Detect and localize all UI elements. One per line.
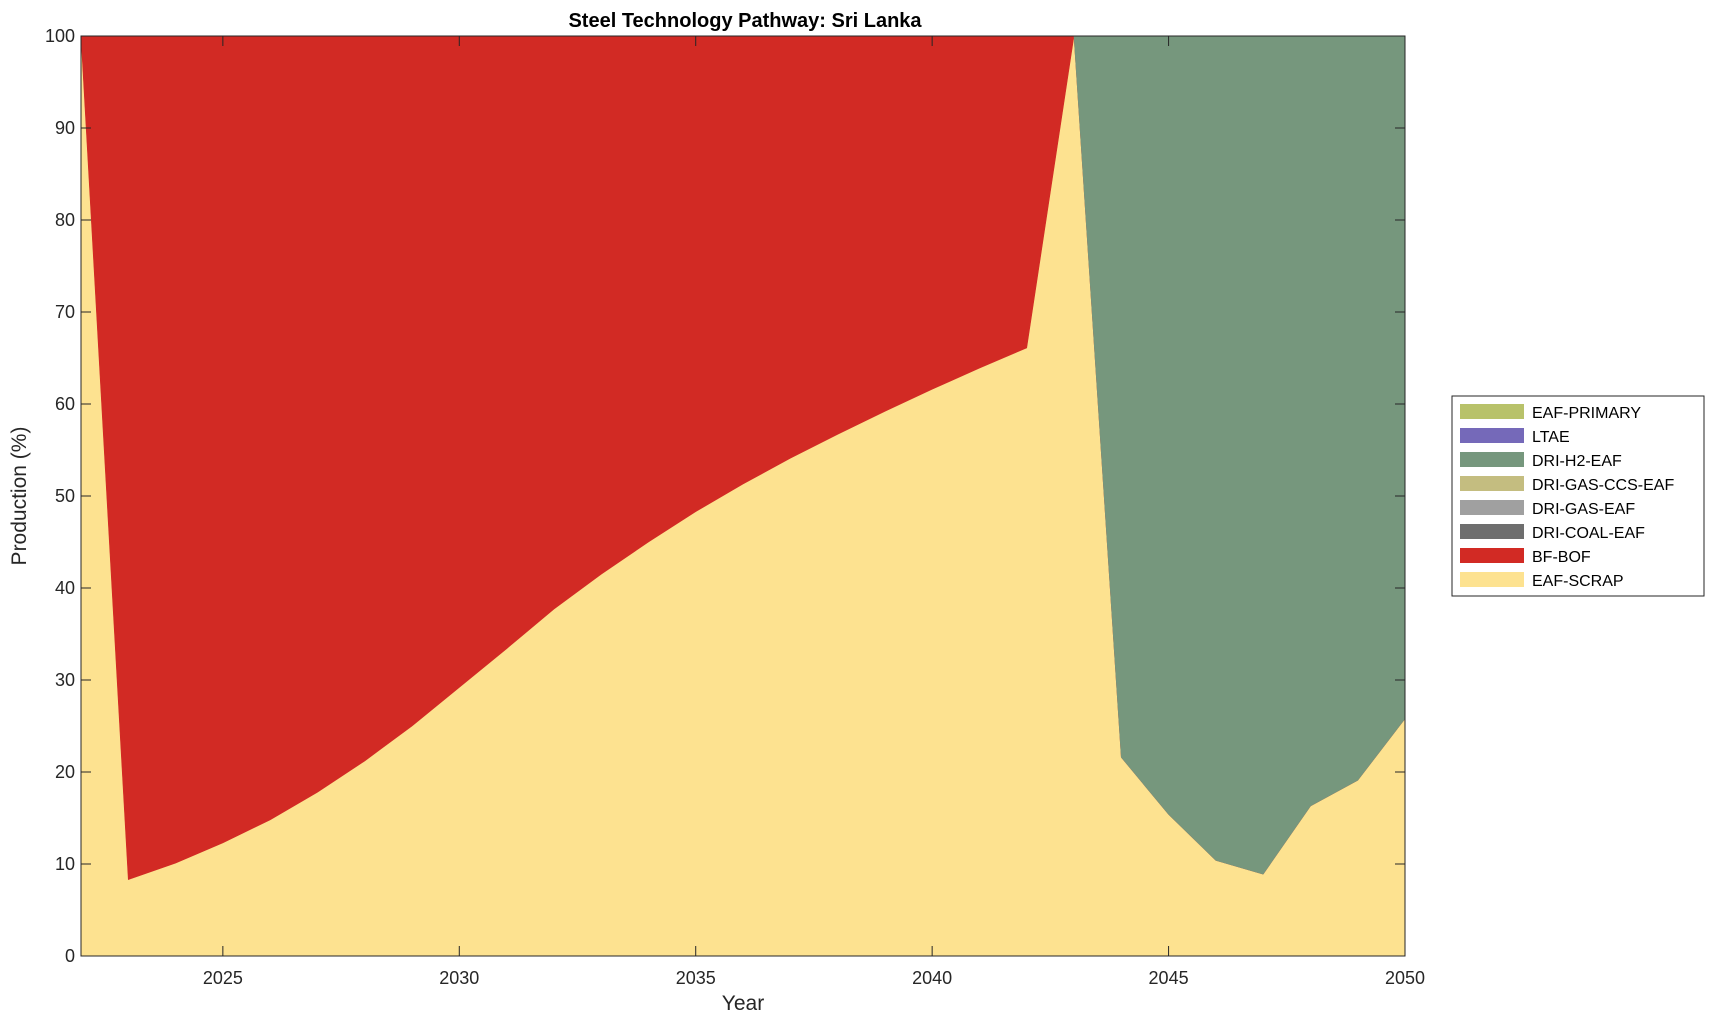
axes-group: 2025 2030 2035 2040 2045 20500102030405060708… (45, 26, 1425, 988)
x-tick-label-2025: 2025 (203, 968, 243, 988)
legend-label-eaf-scrap: EAF-SCRAP (1532, 573, 1624, 590)
legend-swatch-dri-gas-ccs-eaf (1460, 476, 1524, 491)
legend-label-bf-bof: BF-BOF (1532, 549, 1591, 566)
legend-swatch-ltae (1460, 428, 1524, 443)
y-tick-label-60: 60 (55, 394, 75, 414)
x-tick-label-2050: 2050 (1385, 968, 1425, 988)
y-tick-label-80: 80 (55, 210, 75, 230)
legend-label-ltae: LTAE (1532, 429, 1570, 446)
y-tick-label-20: 20 (55, 762, 75, 782)
x-tick-label-2040: 2040 (912, 968, 952, 988)
legend-label-dri-h2-eaf: DRI-H2-EAF (1532, 453, 1622, 470)
legend-label-dri-coal-eaf: DRI-COAL-EAF (1532, 525, 1645, 542)
y-tick-label-90: 90 (55, 118, 75, 138)
legend-label-dri-gas-ccs-eaf: DRI-GAS-CCS-EAF (1532, 477, 1674, 494)
x-axis-label: Year (722, 992, 764, 1015)
x-tick-label-2045: 2045 (1149, 968, 1189, 988)
legend-label-eaf-primary: EAF-PRIMARY (1532, 405, 1641, 422)
legend-swatch-dri-gas-eaf (1460, 500, 1524, 515)
y-axis-label: Production (%) (8, 427, 31, 566)
y-tick-label-0: 0 (65, 946, 75, 966)
legend-label-dri-gas-eaf: DRI-GAS-EAF (1532, 501, 1635, 518)
y-tick-label-50: 50 (55, 486, 75, 506)
legend-swatch-bf-bof (1460, 548, 1524, 563)
y-tick-label-100: 100 (45, 26, 75, 46)
y-tick-label-70: 70 (55, 302, 75, 322)
legend-swatch-eaf-primary (1460, 404, 1524, 419)
legend-swatch-dri-coal-eaf (1460, 524, 1524, 539)
y-tick-label-30: 30 (55, 670, 75, 690)
legend-swatch-eaf-scrap (1460, 572, 1524, 587)
area-series-group (80, 35, 1406, 957)
x-tick-label-2035: 2035 (676, 968, 716, 988)
legend-swatch-dri-h2-eaf (1460, 452, 1524, 467)
legend-box (1451, 395, 1705, 597)
chart-title: Steel Technology Pathway: Sri Lanka (568, 10, 922, 32)
y-tick-label-40: 40 (55, 578, 75, 598)
y-tick-label-10: 10 (55, 854, 75, 874)
legend: EAF-PRIMARY LTAE DRI-H2-EAF DRI-GAS-CCS-EAF… (1451, 395, 1705, 597)
x-tick-label-2030: 2030 (439, 968, 479, 988)
